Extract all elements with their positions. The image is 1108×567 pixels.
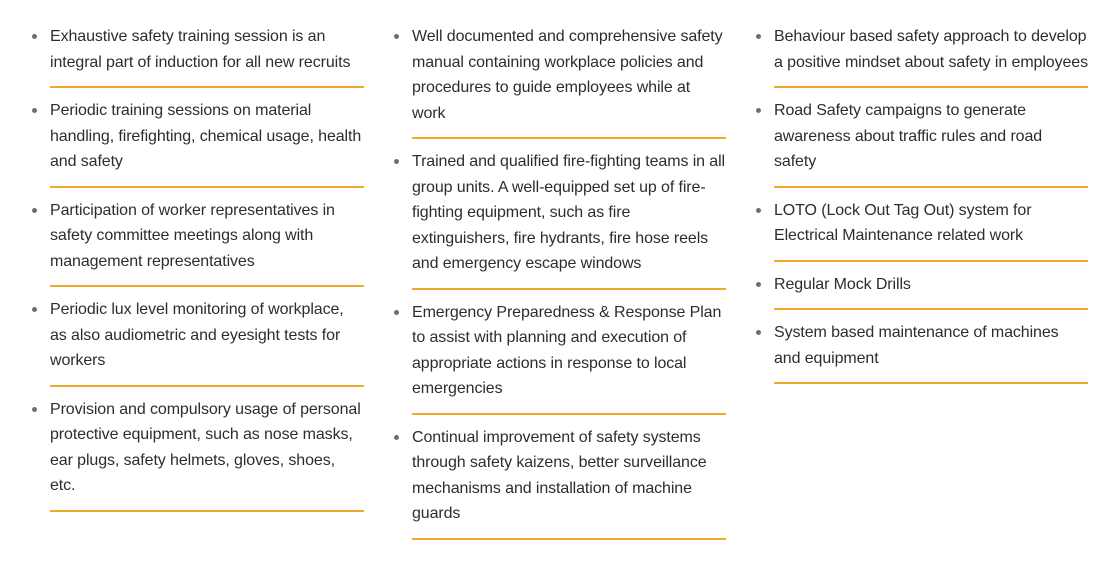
list-item: Periodic lux level monitoring of workpla… <box>32 297 364 387</box>
bullet-icon <box>394 434 399 440</box>
bullet-icon <box>32 207 37 213</box>
safety-list-column-1: Exhaustive safety training session is an… <box>32 24 364 522</box>
list-item: Regular Mock Drills <box>756 272 1088 310</box>
bullet-icon <box>32 307 37 312</box>
list-item: Road Safety campaigns to generate awaren… <box>756 98 1088 188</box>
list-item: Exhaustive safety training session is an… <box>32 24 364 88</box>
list-item-text: Trained and qualified fire-fighting team… <box>412 153 726 272</box>
list-item: System based maintenance of machines and… <box>756 320 1088 384</box>
list-item-text: Emergency Preparedness & Response Plan t… <box>412 303 722 398</box>
list-item-text: Periodic training sessions on material h… <box>50 102 362 170</box>
list-item: Provision and compulsory usage of person… <box>32 397 364 512</box>
list-item: Participation of worker representatives … <box>32 198 364 287</box>
list-item-text: System based maintenance of machines and… <box>774 324 1059 367</box>
list-item-text: Participation of worker representatives … <box>50 201 335 270</box>
bullet-icon <box>756 330 761 335</box>
bullet-icon <box>394 159 399 164</box>
list-item-text: Regular Mock Drills <box>774 275 911 293</box>
list-item: Periodic training sessions on material h… <box>32 98 364 188</box>
bullet-icon <box>32 34 37 39</box>
list-item: Emergency Preparedness & Response Plan t… <box>394 300 726 415</box>
bullet-icon <box>32 108 37 113</box>
list-item-text: Continual improvement of safety systems … <box>412 428 707 523</box>
list-item-text: LOTO (Lock Out Tag Out) system for Elect… <box>774 201 1032 245</box>
list-item-text: Road Safety campaigns to generate awaren… <box>774 102 1043 170</box>
bullet-icon <box>394 309 399 315</box>
list-item: Continual improvement of safety systems … <box>394 425 726 540</box>
safety-list-column-3: Behaviour based safety approach to devel… <box>756 24 1088 394</box>
bullet-icon <box>756 207 761 213</box>
bullet-icon <box>32 406 37 412</box>
bullet-icon <box>394 34 399 39</box>
list-item: Behaviour based safety approach to devel… <box>756 24 1088 88</box>
list-item-text: Well documented and comprehensive safety… <box>412 28 723 122</box>
safety-list-column-2: Well documented and comprehensive safety… <box>394 24 726 550</box>
list-item-text: Periodic lux level monitoring of workpla… <box>50 301 344 369</box>
list-item-text: Behaviour based safety approach to devel… <box>774 28 1088 71</box>
list-item: Trained and qualified fire-fighting team… <box>394 149 726 290</box>
list-item-text: Exhaustive safety training session is an… <box>50 28 351 71</box>
list-item: LOTO (Lock Out Tag Out) system for Elect… <box>756 198 1088 262</box>
list-item: Well documented and comprehensive safety… <box>394 24 726 139</box>
bullet-icon <box>756 34 761 39</box>
bullet-icon <box>756 281 761 287</box>
bullet-icon <box>756 108 761 113</box>
list-item-text: Provision and compulsory usage of person… <box>50 400 361 495</box>
